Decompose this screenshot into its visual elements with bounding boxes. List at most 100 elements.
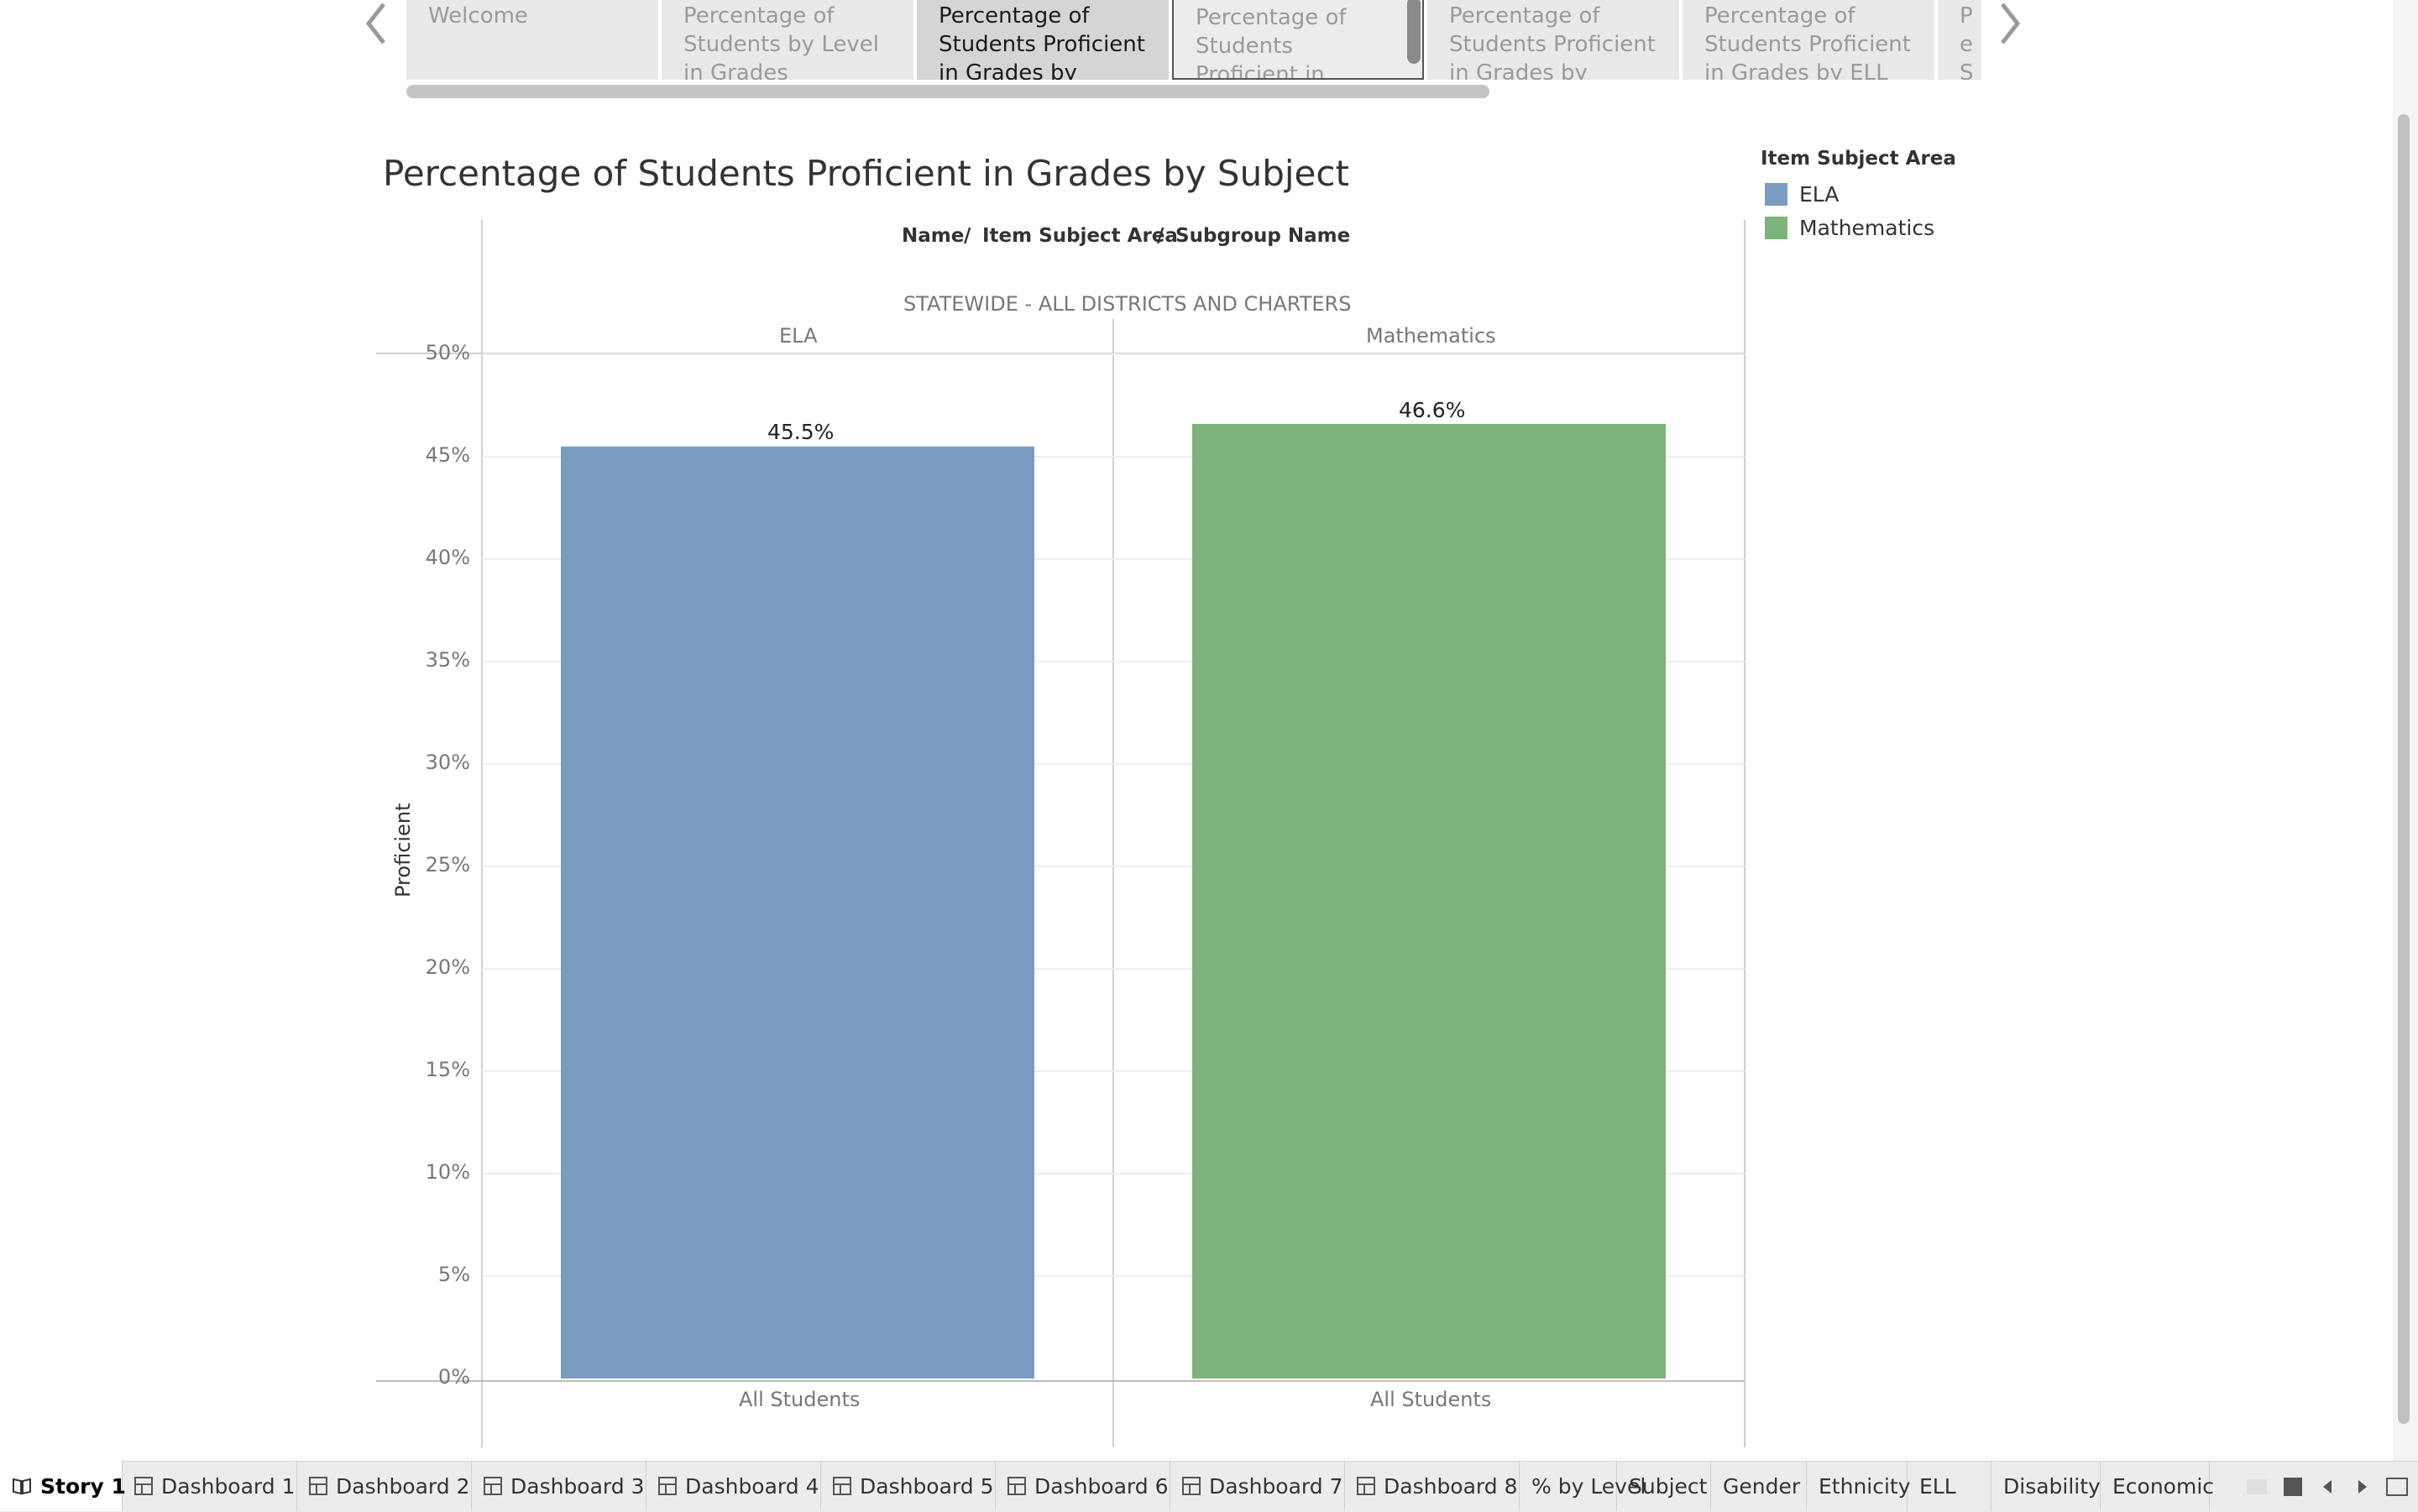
sheet-tab-label: % by Level [1531,1473,1646,1499]
category-label-mathematics: All Students [1370,1388,1492,1411]
legend-item-ela[interactable]: ELA [1765,181,1839,207]
grid-view-icon[interactable] [2247,1479,2267,1494]
sheet-tab-label: Dashboard 5 [860,1473,994,1499]
column-header-ela: ELA [779,324,818,348]
header-field-subject[interactable]: Item Subject Area [982,225,1178,247]
header-separator: / [1157,225,1165,247]
story-point-5[interactable]: Percentage of Students Proficient in Gra… [1683,0,1934,80]
sheet-tab-label: Dashboard 2 [336,1473,470,1499]
story-point-label: Percentage of Students by Level in Grade… [683,3,879,80]
sheet-tab-economic[interactable]: Economic [2101,1461,2214,1511]
story-point-label: Percentage of Students Proficient in Gra… [939,3,1145,80]
sheet-tab-ethnicity[interactable]: Ethnicity [1807,1461,1911,1511]
y-tick-label: 25% [425,853,470,876]
story-nav-scrollbar[interactable] [406,85,1489,98]
sheet-tab-subject[interactable]: Subject [1617,1461,1711,1511]
story-point-label: Percentage of Students Proficient in Gra… [1449,3,1656,80]
header-separator: / [964,225,971,247]
legend-item-mathematics[interactable]: Mathematics [1765,215,1934,240]
story-point-scrollbar[interactable] [1407,0,1421,64]
y-tick-label: 15% [425,1058,470,1081]
legend-swatch [1765,182,1787,206]
dashboard-icon [1008,1477,1026,1495]
legend-label: ELA [1799,181,1840,207]
y-axis-label: Proficient [391,803,415,897]
sheet-tab-dashboard-7[interactable]: Dashboard 7 [1170,1461,1345,1511]
story-icon [12,1477,32,1495]
sheet-tab-label: ELL [1919,1473,1956,1499]
sheet-tab-label: Gender [1723,1473,1801,1499]
sheet-tab-ell[interactable]: ELL [1908,1461,1991,1511]
y-tick-label: 30% [425,751,470,774]
story-point-4[interactable]: Percentage of Students Proficient in Gra… [1427,0,1679,80]
dashboard-icon [134,1477,153,1495]
y-tick-label: 50% [425,341,470,364]
tab-prev-icon[interactable] [2322,1479,2332,1498]
y-tick-label: 35% [425,648,470,672]
story-point-2[interactable]: Percentage of Students Proficient in Gra… [917,0,1169,80]
district-header: STATEWIDE - ALL DISTRICTS AND CHARTERS [903,292,1352,316]
sheet-tab-dashboard-3[interactable]: Dashboard 3 [472,1461,646,1511]
dashboard-icon [833,1477,851,1495]
y-tick-label: 5% [437,1263,470,1286]
page-scrollbar-thumb[interactable] [2398,114,2410,1424]
column-header-mathematics: Mathematics [1366,324,1496,348]
chevron-left-icon [365,3,385,44]
y-tick-label: 45% [425,443,470,467]
header-field-name[interactable]: Name [902,225,965,247]
dashboard-icon [1182,1477,1201,1495]
category-label-ela: All Students [739,1388,861,1411]
sheet-tab-label: Story 1 [40,1473,126,1499]
legend-title: Item Subject Area [1761,148,1956,170]
chart-canvas [376,220,1745,1447]
story-point-0[interactable]: Welcome [406,0,658,80]
story-point-label: Pe Stu Gr [1960,3,1974,80]
chevron-right-icon [2001,3,2021,44]
sheet-tab-dashboard-4[interactable]: Dashboard 4 [646,1461,821,1511]
sheet-tab-bar [0,1461,2418,1512]
sheet-tab-label: Subject [1629,1473,1708,1499]
story-point-6[interactable]: Pe Stu Gr [1938,0,1981,80]
single-view-icon[interactable] [2284,1478,2302,1496]
tab-next-icon[interactable] [2358,1479,2368,1498]
sheet-tab-dashboard-1[interactable]: Dashboard 1 [123,1461,297,1511]
sheet-tab-story-1[interactable]: Story 1 [0,1461,126,1511]
sheet-tab-dashboard-6[interactable]: Dashboard 6 [996,1461,1170,1511]
legend-swatch [1765,216,1787,239]
legend-label: Mathematics [1799,215,1935,240]
sheet-tab-dashboard-2[interactable]: Dashboard 2 [297,1461,472,1511]
story-point-label: Percentage of Students Proficient in Gra… [1704,3,1911,80]
sheet-tab--by-level[interactable]: % by Level [1520,1461,1646,1511]
story-point-3[interactable]: Percentage of Students Proficient in Gra… [1172,0,1424,80]
story-point-label: Percentage of Students Proficient in Gra… [1196,5,1347,80]
presentation-icon[interactable] [2386,1478,2408,1496]
value-label-ela: 45.5% [767,420,835,444]
sheet-tab-dashboard-5[interactable]: Dashboard 5 [821,1461,996,1511]
sheet-tab-label: Dashboard 7 [1209,1473,1343,1499]
sheet-tab-disability[interactable]: Disability [1991,1461,2101,1511]
sheet-tab-label: Disability [2003,1473,2101,1499]
sheet-tab-gender[interactable]: Gender [1711,1461,1807,1511]
sheet-tab-dashboard-8[interactable]: Dashboard 8 [1345,1461,1520,1511]
y-tick-label: 40% [425,546,470,569]
sheet-tab-label: Economic [2112,1473,2215,1499]
sheet-tab-label: Dashboard 1 [161,1473,296,1499]
story-next-button[interactable] [1991,0,2028,47]
story-point-1[interactable]: Percentage of Students by Level in Grade… [662,0,913,80]
y-tick-label: 20% [425,955,470,979]
dashboard-icon [1357,1477,1375,1495]
sheet-tab-label: Ethnicity [1819,1473,1911,1499]
story-prev-button[interactable] [358,0,395,47]
header-field-subgroup[interactable]: Subgroup Name [1175,225,1351,247]
dashboard-icon [309,1477,327,1495]
sheet-tab-label: Dashboard 8 [1384,1473,1518,1499]
viz-title: Percentage of Students Proficient in Gra… [383,153,1349,194]
dashboard-icon [658,1477,677,1495]
bar-mathematics[interactable] [1192,423,1666,1379]
y-tick-label: 10% [425,1160,470,1184]
y-tick-label: 0% [437,1365,470,1389]
bar-ela[interactable] [561,446,1034,1379]
value-label-mathematics: 46.6% [1399,398,1466,422]
story-point-label: Welcome [428,3,528,29]
sheet-tab-label: Dashboard 3 [510,1473,645,1499]
